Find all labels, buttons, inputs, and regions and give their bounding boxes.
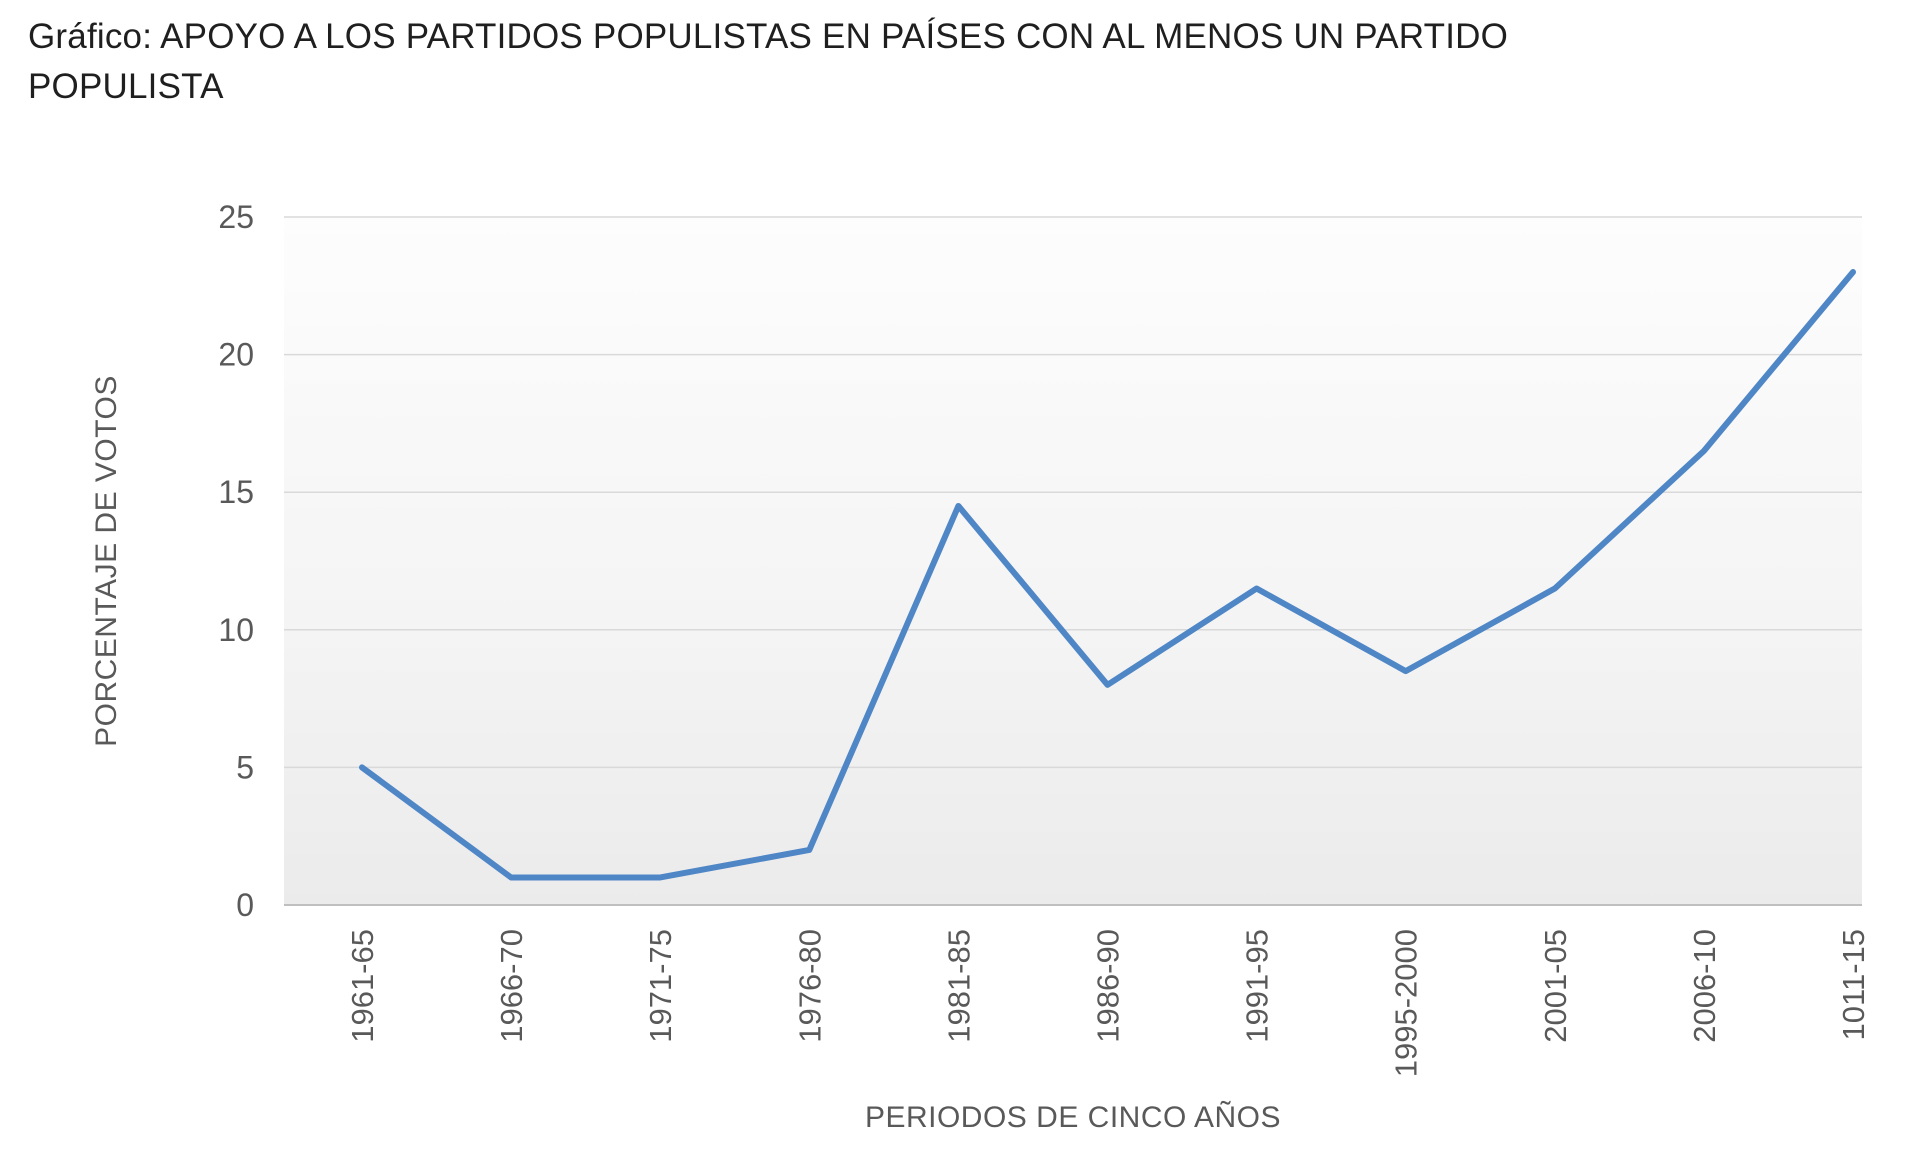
y-axis-tick-labels: 0 5 10 15 20 25 (218, 199, 254, 923)
x-axis-tick-labels: 1961-65 1966-70 1971-75 1976-80 1981-85 1986-… (345, 929, 1871, 1077)
y-tick-label-5: 5 (236, 750, 254, 786)
x-axis-title: PERIODOS DE CINCO AÑOS (865, 1100, 1281, 1134)
x-tick-label-1991-95: 1991-95 (1240, 929, 1275, 1043)
x-tick-label-1986-90: 1986-90 (1091, 929, 1126, 1043)
x-tick-label-1011-15: 1011-15 (1836, 929, 1871, 1040)
x-tick-label-1981-85: 1981-85 (941, 929, 976, 1043)
x-tick-label-1971-75: 1971-75 (643, 929, 678, 1043)
x-tick-label-1961-65: 1961-65 (345, 929, 380, 1043)
gridlines (284, 216, 1862, 907)
y-tick-label-0: 0 (236, 887, 254, 923)
chart-title: Gráfico: APOYO A LOS PARTIDOS POPULISTAS… (28, 17, 1509, 106)
y-axis-title: PORCENTAJE DE VOTOS (90, 375, 123, 747)
plot-area-background (284, 217, 1862, 906)
x-tick-label-1976-80: 1976-80 (792, 929, 827, 1043)
x-tick-label-2006-10: 2006-10 (1687, 929, 1722, 1043)
y-tick-label-10: 10 (218, 612, 254, 648)
x-tick-label-2001-05: 2001-05 (1538, 929, 1573, 1043)
x-tick-label-1966-70: 1966-70 (494, 929, 529, 1043)
y-tick-label-25: 25 (218, 199, 254, 235)
y-tick-label-20: 20 (218, 337, 254, 373)
y-tick-label-15: 15 (218, 475, 254, 511)
series-line-populist-support (359, 269, 1856, 881)
x-tick-label-1995-2000: 1995-2000 (1389, 929, 1424, 1077)
